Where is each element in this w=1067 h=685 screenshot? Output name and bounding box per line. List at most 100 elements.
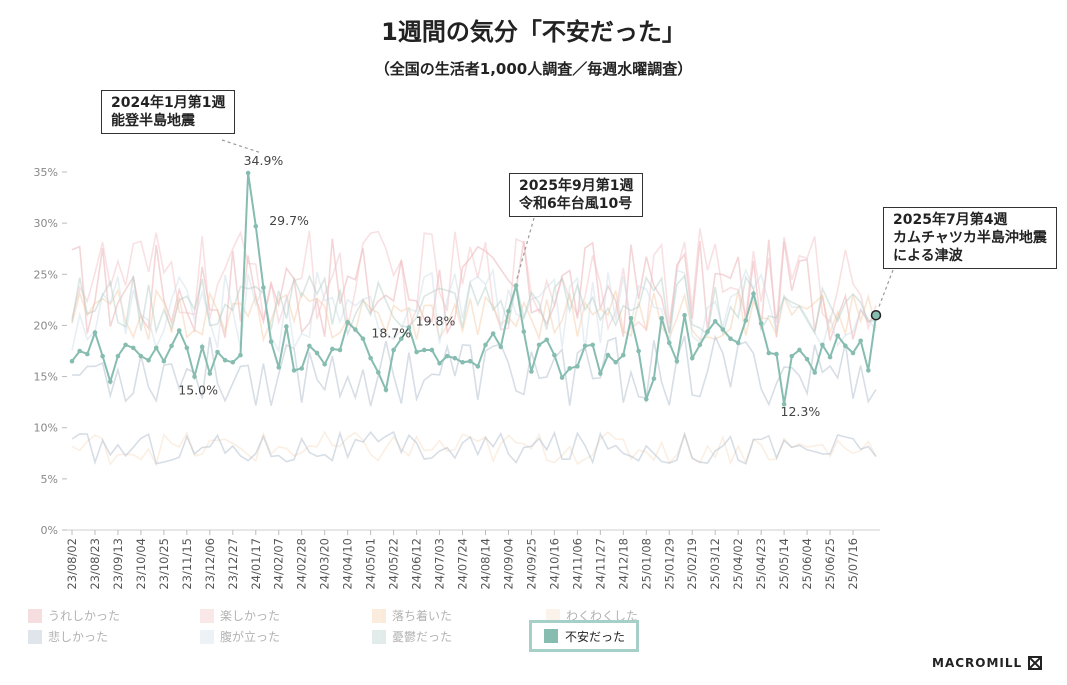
legend-swatch [546, 608, 560, 623]
chart-axes: 0% 5% 10% 15% 20% 25% 30% 35% 23/08/02 23/08/23 23… [34, 166, 880, 590]
data-point [330, 346, 335, 352]
data-point [245, 170, 251, 176]
data-point [230, 359, 236, 365]
data-point [689, 355, 695, 361]
data-point [812, 370, 818, 375]
x-tick-label: 25/01/08 [639, 538, 653, 590]
series-group [69, 170, 882, 407]
callout-typhoon: 2025年9月第1週 令和6年台風10号 [509, 173, 644, 217]
x-tick-label: 23/11/15 [180, 538, 194, 590]
data-point [429, 347, 435, 353]
data-point [360, 336, 366, 342]
data-point [728, 336, 733, 342]
data-point [789, 353, 795, 359]
data-point [345, 320, 350, 325]
data-point [215, 349, 220, 355]
data-point [368, 355, 373, 361]
data-point [475, 364, 481, 369]
data-point [490, 331, 496, 336]
legend-item-fuan[interactable]: 不安だった [529, 620, 639, 652]
value-annotation: 19.8% [416, 313, 456, 328]
legend-item-ureshikatta[interactable]: うれしかった [28, 607, 120, 624]
callout-noto-earthquake: 2024年1月第1週 能登半島地震 [101, 90, 236, 134]
legend-label: 憂鬱だった [392, 630, 453, 644]
legend-item-wakuwaku[interactable]: わくわくした [546, 607, 638, 624]
legend-swatch [28, 608, 42, 623]
callout-line: カムチャツカ半島沖地震 [893, 230, 1047, 246]
data-point [100, 353, 105, 359]
data-point [598, 371, 603, 376]
data-point [161, 358, 167, 364]
data-point [115, 353, 121, 359]
x-tick-label: 25/03/12 [708, 538, 722, 590]
x-tick-label: 25/05/14 [777, 538, 791, 590]
callout-leader-line [221, 139, 262, 154]
y-tick-label: 35% [34, 166, 58, 179]
x-tick-label: 24/05/01 [364, 538, 378, 590]
callout-leader-line [515, 217, 535, 282]
data-point [414, 349, 419, 355]
x-tick-label: 23/10/25 [157, 538, 171, 590]
data-point [643, 396, 649, 402]
legend-item-yuutsu[interactable]: 憂鬱だった [372, 628, 452, 645]
data-point [207, 371, 213, 376]
data-point [613, 359, 618, 365]
data-point [774, 351, 779, 357]
legend-item-kanashikatta[interactable]: 悲しかった [28, 628, 108, 645]
x-tick-label: 23/09/13 [111, 538, 125, 590]
data-point [705, 329, 710, 334]
callout-line: 能登半島地震 [111, 113, 195, 129]
data-point [192, 374, 197, 379]
legend-swatch [544, 629, 558, 643]
data-point [575, 364, 580, 369]
x-tick-label: 24/07/24 [456, 538, 470, 590]
data-point [498, 344, 504, 350]
data-point [797, 347, 802, 353]
data-point [375, 370, 381, 375]
value-annotation: 18.7% [371, 326, 411, 341]
data-point [184, 345, 190, 351]
legend-label: 楽しかった [220, 609, 281, 623]
callout-leader-line [877, 269, 894, 310]
data-point [467, 358, 473, 364]
data-point [751, 291, 756, 297]
x-tick-label: 25/06/04 [800, 538, 814, 590]
data-point [146, 357, 151, 363]
data-point [666, 340, 672, 346]
data-point [743, 318, 749, 323]
data-point [307, 343, 312, 349]
legend-item-ochitsuita[interactable]: 落ち着いた [372, 607, 452, 624]
data-point [835, 333, 841, 338]
data-point [590, 342, 595, 348]
data-point [682, 312, 687, 318]
callout-line: 2024年1月第1週 [111, 95, 226, 111]
value-annotation: 15.0% [178, 383, 218, 398]
x-tick-label: 25/02/19 [685, 538, 699, 590]
brand-logo: MACROMILL [932, 656, 1043, 670]
chart-subtitle: （全国の生活者1,000人調査／毎週水曜調査） [374, 60, 693, 78]
data-point [176, 328, 182, 333]
data-point [238, 352, 243, 358]
data-point [353, 327, 358, 332]
data-point [291, 368, 297, 373]
data-point [253, 223, 259, 229]
data-point [222, 357, 228, 363]
data-point [153, 345, 159, 351]
legend-label: わくわくした [566, 609, 639, 623]
data-point [843, 343, 848, 349]
legend-item-haragatatta[interactable]: 腹が立った [200, 628, 280, 645]
data-point [460, 359, 465, 365]
data-point [628, 315, 634, 321]
data-point [314, 350, 320, 356]
x-tick-label: 23/08/23 [88, 538, 102, 590]
data-point-latest [870, 309, 882, 321]
data-point [406, 325, 412, 330]
y-tick-label: 5% [41, 473, 58, 486]
legend-item-tanoshikatta[interactable]: 楽しかった [200, 607, 280, 624]
data-point [697, 342, 703, 348]
x-tick-label: 24/07/03 [433, 538, 447, 590]
brand-mark-icon [1028, 656, 1043, 670]
legend-label: 腹が立った [220, 630, 281, 644]
callout-line: による津波 [893, 248, 963, 264]
